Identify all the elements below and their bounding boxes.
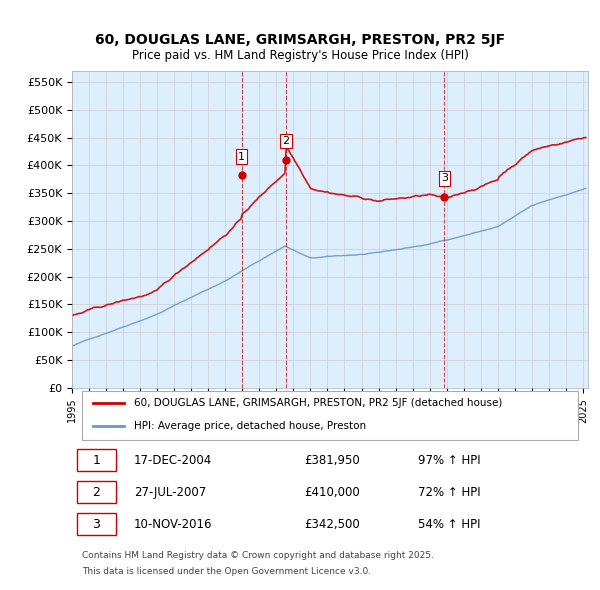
FancyBboxPatch shape xyxy=(77,481,116,503)
Text: £381,950: £381,950 xyxy=(304,454,360,467)
Text: 97% ↑ HPI: 97% ↑ HPI xyxy=(418,454,481,467)
Text: 72% ↑ HPI: 72% ↑ HPI xyxy=(418,486,481,499)
Text: 27-JUL-2007: 27-JUL-2007 xyxy=(134,486,206,499)
Text: 3: 3 xyxy=(441,173,448,183)
Text: This data is licensed under the Open Government Licence v3.0.: This data is licensed under the Open Gov… xyxy=(82,568,371,576)
FancyBboxPatch shape xyxy=(77,449,116,471)
Text: 3: 3 xyxy=(92,517,100,530)
Text: 60, DOUGLAS LANE, GRIMSARGH, PRESTON, PR2 5JF: 60, DOUGLAS LANE, GRIMSARGH, PRESTON, PR… xyxy=(95,33,505,47)
Text: 54% ↑ HPI: 54% ↑ HPI xyxy=(418,517,480,530)
Text: 60, DOUGLAS LANE, GRIMSARGH, PRESTON, PR2 5JF (detached house): 60, DOUGLAS LANE, GRIMSARGH, PRESTON, PR… xyxy=(134,398,502,408)
Text: 2: 2 xyxy=(92,486,100,499)
Text: 17-DEC-2004: 17-DEC-2004 xyxy=(134,454,212,467)
FancyBboxPatch shape xyxy=(77,513,116,535)
Text: £342,500: £342,500 xyxy=(304,517,360,530)
Text: 1: 1 xyxy=(92,454,100,467)
Text: 2: 2 xyxy=(283,136,290,146)
Text: Price paid vs. HM Land Registry's House Price Index (HPI): Price paid vs. HM Land Registry's House … xyxy=(131,49,469,62)
FancyBboxPatch shape xyxy=(82,391,578,440)
Text: £410,000: £410,000 xyxy=(304,486,360,499)
Text: 1: 1 xyxy=(238,152,245,162)
Text: HPI: Average price, detached house, Preston: HPI: Average price, detached house, Pres… xyxy=(134,421,366,431)
Text: Contains HM Land Registry data © Crown copyright and database right 2025.: Contains HM Land Registry data © Crown c… xyxy=(82,551,434,560)
Text: 10-NOV-2016: 10-NOV-2016 xyxy=(134,517,212,530)
